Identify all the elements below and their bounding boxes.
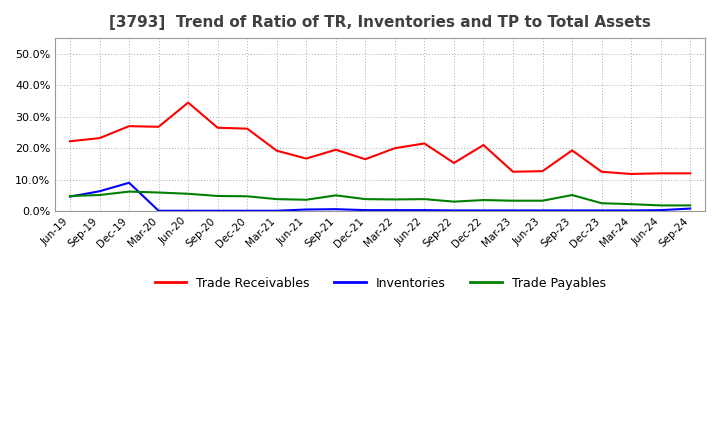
Inventories <box>66 194 74 199</box>
Trade Receivables <box>331 147 340 152</box>
Trade Payables <box>213 193 222 198</box>
Inventories <box>154 208 163 213</box>
Trade Receivables <box>125 124 133 129</box>
Line: Inventories: Inventories <box>70 183 690 211</box>
Trade Payables <box>331 193 340 198</box>
Trade Payables <box>449 199 458 204</box>
Trade Payables <box>66 193 74 198</box>
Trade Payables <box>125 189 133 194</box>
Trade Receivables <box>95 136 104 141</box>
Trade Receivables <box>243 126 251 131</box>
Trade Payables <box>539 198 547 203</box>
Trade Receivables <box>302 156 310 161</box>
Trade Receivables <box>627 171 636 176</box>
Trade Payables <box>390 197 399 202</box>
Trade Payables <box>154 190 163 195</box>
Inventories <box>568 208 577 213</box>
Inventories <box>243 208 251 213</box>
Inventories <box>598 208 606 213</box>
Inventories <box>480 208 488 213</box>
Trade Payables <box>243 194 251 199</box>
Inventories <box>95 189 104 194</box>
Title: [3793]  Trend of Ratio of TR, Inventories and TP to Total Assets: [3793] Trend of Ratio of TR, Inventories… <box>109 15 651 30</box>
Trade Receivables <box>154 124 163 129</box>
Trade Receivables <box>184 100 192 105</box>
Trade Receivables <box>66 139 74 144</box>
Trade Receivables <box>480 143 488 148</box>
Inventories <box>213 208 222 213</box>
Trade Payables <box>627 202 636 207</box>
Trade Payables <box>302 197 310 202</box>
Trade Receivables <box>509 169 518 174</box>
Inventories <box>420 208 428 213</box>
Trade Payables <box>509 198 518 203</box>
Trade Receivables <box>213 125 222 130</box>
Inventories <box>390 208 399 213</box>
Inventories <box>509 208 518 213</box>
Inventories <box>302 207 310 212</box>
Trade Receivables <box>272 148 281 153</box>
Inventories <box>657 208 665 213</box>
Trade Receivables <box>539 169 547 174</box>
Trade Payables <box>361 197 369 202</box>
Trade Payables <box>420 197 428 202</box>
Inventories <box>686 206 695 211</box>
Trade Receivables <box>420 141 428 146</box>
Trade Receivables <box>686 171 695 176</box>
Trade Payables <box>598 201 606 206</box>
Trade Payables <box>95 192 104 198</box>
Inventories <box>184 208 192 213</box>
Inventories <box>272 208 281 213</box>
Line: Trade Receivables: Trade Receivables <box>70 103 690 174</box>
Inventories <box>125 180 133 185</box>
Legend: Trade Receivables, Inventories, Trade Payables: Trade Receivables, Inventories, Trade Pa… <box>150 272 611 295</box>
Trade Receivables <box>598 169 606 174</box>
Trade Receivables <box>657 171 665 176</box>
Trade Payables <box>657 203 665 208</box>
Trade Receivables <box>361 157 369 162</box>
Inventories <box>627 208 636 213</box>
Trade Payables <box>272 197 281 202</box>
Inventories <box>331 206 340 212</box>
Trade Payables <box>480 198 488 203</box>
Inventories <box>361 208 369 213</box>
Trade Payables <box>184 191 192 196</box>
Inventories <box>539 208 547 213</box>
Trade Payables <box>686 203 695 208</box>
Trade Receivables <box>568 148 577 153</box>
Trade Receivables <box>449 160 458 165</box>
Line: Trade Payables: Trade Payables <box>70 191 690 205</box>
Trade Payables <box>568 192 577 198</box>
Trade Receivables <box>390 146 399 151</box>
Inventories <box>449 208 458 213</box>
